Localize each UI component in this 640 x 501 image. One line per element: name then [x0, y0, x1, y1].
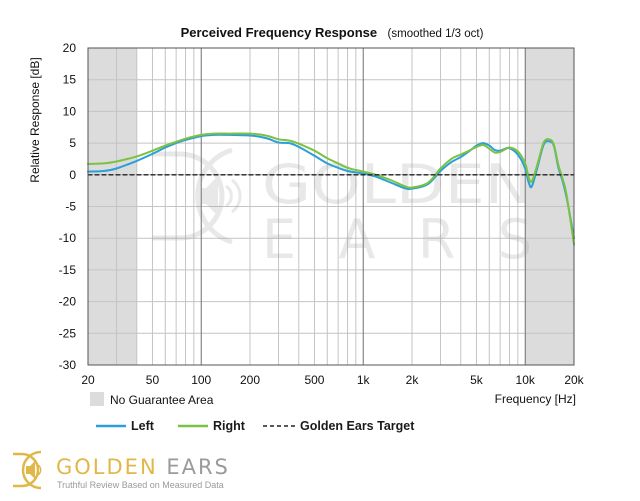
x-axis-label: Frequency [Hz] — [495, 392, 576, 406]
x-tick-label: 100 — [191, 373, 211, 387]
y-tick-label: -15 — [59, 263, 77, 277]
footer-brand-golden: GOLDEN — [56, 455, 166, 479]
y-tick-label: 10 — [63, 104, 77, 118]
footer-brand: GOLDEN EARS — [56, 455, 230, 479]
plot-border — [87, 47, 575, 366]
x-tick-label: 5k — [470, 373, 484, 387]
y-tick-label: -30 — [59, 358, 77, 372]
x-tick-label: 50 — [146, 373, 160, 387]
footer-brand-ears: EARS — [166, 455, 230, 479]
y-tick-label: 5 — [69, 136, 76, 150]
watermark-logo-icon — [152, 147, 242, 245]
grid-major-lines — [200, 48, 526, 365]
x-tick-label: 2k — [406, 373, 420, 387]
no-guarantee-label: No Guarantee Area — [110, 393, 214, 407]
legend-left-label: Left — [131, 419, 155, 433]
footer-tagline: Truthful Review Based on Measured Data — [57, 480, 224, 490]
y-axis-label: Relative Response [dB] — [28, 57, 42, 182]
series-line-right — [87, 132, 575, 246]
series-layer — [87, 132, 575, 246]
y-tick-label: -10 — [59, 231, 77, 245]
legend: Left Right Golden Ears Target — [96, 419, 415, 433]
x-tick-label: 20k — [564, 373, 584, 387]
legend-target-label: Golden Ears Target — [300, 419, 415, 433]
x-tick-label: 500 — [304, 373, 324, 387]
x-tick-labels: 20 50 100 200 500 1k 2k 5k 10k 20k — [81, 373, 584, 387]
y-tick-label: 0 — [69, 168, 76, 182]
footer-logo: GOLDEN EARS Truthful Review Based on Mea… — [13, 450, 230, 490]
grid-minor-lines — [88, 48, 574, 365]
legend-right-label: Right — [213, 419, 246, 433]
y-tick-label: -25 — [59, 326, 77, 340]
series-line-left — [87, 133, 575, 240]
chart-subtitle: (smoothed 1/3 oct) — [388, 28, 484, 40]
x-tick-label: 1k — [357, 373, 371, 387]
y-tick-label: 20 — [63, 41, 77, 55]
golden-ears-logo-icon — [13, 450, 42, 490]
y-tick-label: -20 — [59, 295, 77, 309]
chart-title: Perceived Frequency Response — [181, 25, 378, 40]
x-tick-label: 20 — [81, 373, 95, 387]
y-tick-label: -5 — [65, 200, 76, 214]
no-guarantee-swatch — [90, 392, 104, 406]
y-tick-labels: 20 15 10 5 0 -5 -10 -15 -20 -25 -30 — [59, 41, 77, 372]
x-tick-label: 10k — [516, 373, 536, 387]
y-tick-label: 15 — [63, 73, 77, 87]
x-tick-label: 200 — [240, 373, 260, 387]
chart-title-group: Perceived Frequency Response (smoothed 1… — [181, 24, 484, 41]
